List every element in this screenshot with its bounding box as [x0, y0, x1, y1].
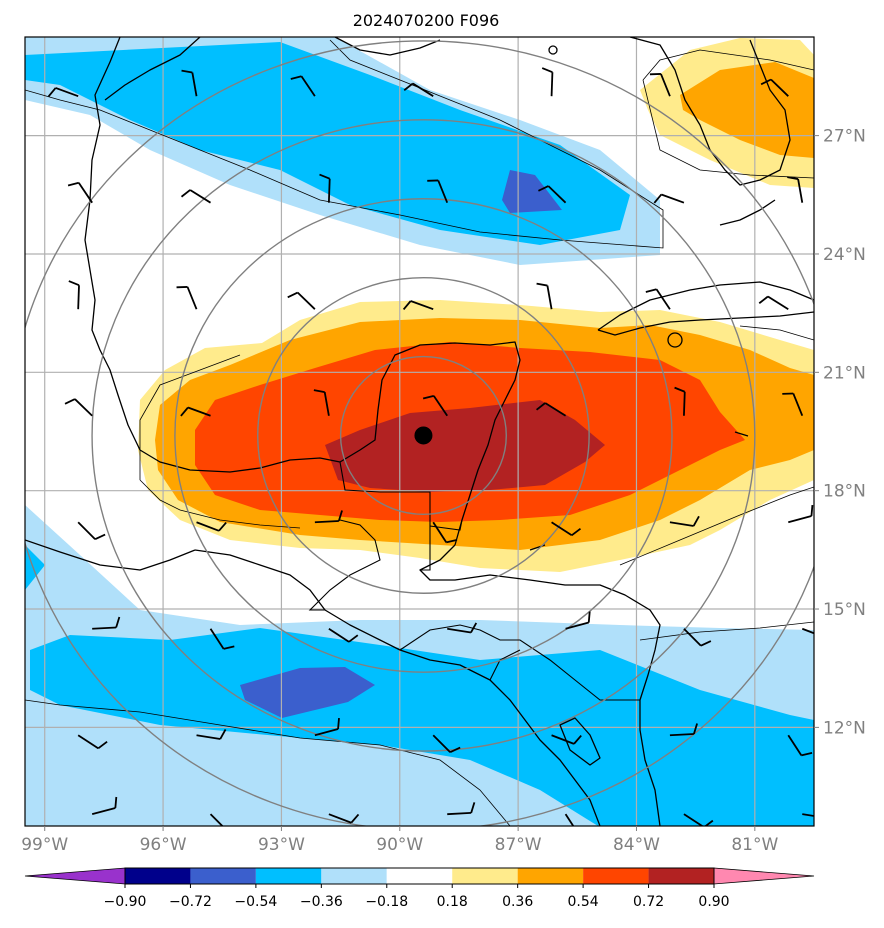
- storm-center-marker: [414, 426, 432, 444]
- colorbar-segment: [125, 868, 190, 884]
- colorbar-tick-label: 0.36: [502, 894, 533, 910]
- colorbar-segment: [452, 868, 517, 884]
- latitude-label: 21°N: [823, 363, 866, 383]
- longitude-label: 96°W: [140, 835, 187, 855]
- colorbar-tick-label: 0.90: [698, 894, 729, 910]
- latitude-label: 18°N: [823, 482, 866, 502]
- latitude-label: 15°N: [823, 600, 866, 620]
- colorbar-tick-label: −0.36: [300, 894, 343, 910]
- colorbar-tick-label: 0.72: [633, 894, 664, 910]
- colorbar-segment: [649, 868, 714, 884]
- colorbar-over-extension: [714, 868, 814, 884]
- colorbar-tick-label: −0.54: [234, 894, 277, 910]
- longitude-label: 93°W: [258, 835, 305, 855]
- colorbar-tick-label: −0.18: [365, 894, 408, 910]
- longitude-label: 90°W: [376, 835, 423, 855]
- longitude-label: 87°W: [495, 835, 542, 855]
- colorbar-tick-label: −0.72: [169, 894, 212, 910]
- colorbar-segment: [321, 868, 386, 884]
- longitude-label: 99°W: [21, 835, 68, 855]
- longitude-label: 84°W: [613, 835, 660, 855]
- colorbar-tick-label: −0.90: [104, 894, 147, 910]
- latitude-label: 12°N: [823, 718, 866, 738]
- colorbar-segment: [256, 868, 321, 884]
- longitude-label: 81°W: [731, 835, 778, 855]
- colorbar-segment: [518, 868, 583, 884]
- longitude-tick-labels: 99°W 96°W 93°W 90°W 87°W 84°W 81°W: [21, 826, 778, 855]
- colorbar-segment: [387, 868, 452, 884]
- latitude-tick-labels: 12°N 15°N 18°N 21°N 24°N 27°N: [814, 127, 866, 739]
- colorbar-segment: [190, 868, 255, 884]
- colorbar-segment: [583, 868, 648, 884]
- colorbar: −0.90 −0.72 −0.54 −0.36 −0.18 0.18 0.36 0.54 0.7…: [25, 868, 814, 910]
- latitude-label: 24°N: [823, 245, 866, 265]
- colorbar-under-extension: [25, 868, 125, 884]
- colorbar-tick-label: 0.18: [437, 894, 468, 910]
- colorbar-tick-label: 0.54: [568, 894, 599, 910]
- latitude-label: 27°N: [823, 127, 866, 147]
- figure-title: 2024070200 F096: [353, 11, 500, 30]
